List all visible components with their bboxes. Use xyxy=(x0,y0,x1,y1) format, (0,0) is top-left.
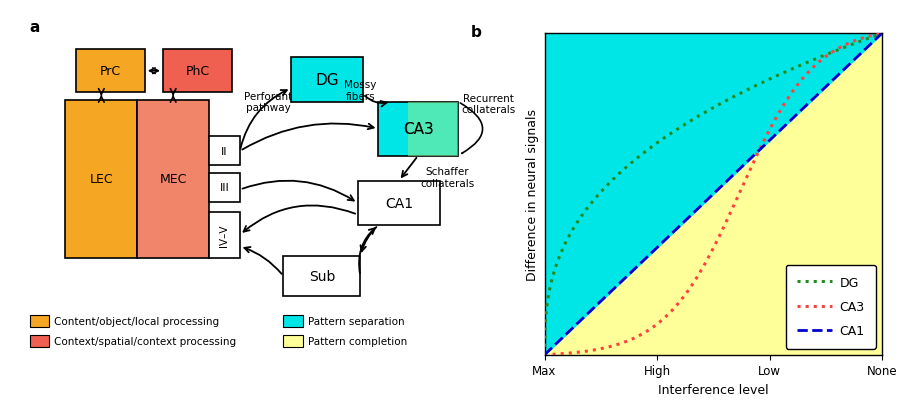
DG xyxy=(815,55,826,60)
Text: Schaffer
collaterals: Schaffer collaterals xyxy=(420,167,474,188)
CA3 xyxy=(539,352,550,357)
Bar xyxy=(408,102,458,156)
Text: CA3: CA3 xyxy=(402,122,434,137)
DG xyxy=(740,89,751,94)
Text: Sub: Sub xyxy=(309,269,335,284)
Bar xyxy=(137,100,209,258)
Legend: DG, CA3, CA1: DG, CA3, CA1 xyxy=(786,265,876,348)
DG xyxy=(701,109,712,114)
Bar xyxy=(358,181,440,225)
CA1 xyxy=(701,198,712,203)
Text: II: II xyxy=(221,146,228,156)
Text: Context/spatial/context processing: Context/spatial/context processing xyxy=(54,336,237,346)
Text: CA1: CA1 xyxy=(385,196,413,211)
Bar xyxy=(30,335,49,348)
Text: Pattern completion: Pattern completion xyxy=(308,336,408,346)
CA3 xyxy=(740,178,751,183)
Bar xyxy=(163,51,232,93)
Bar xyxy=(378,102,458,156)
Y-axis label: Difference in neural signals: Difference in neural signals xyxy=(526,109,539,280)
Text: MEC: MEC xyxy=(159,173,187,186)
Bar xyxy=(292,58,363,102)
CA3 xyxy=(868,33,879,38)
Text: Content/object/local processing: Content/object/local processing xyxy=(54,316,220,326)
CA3 xyxy=(815,59,826,63)
Text: IV–V: IV–V xyxy=(220,224,230,246)
Text: LEC: LEC xyxy=(89,173,113,186)
DG xyxy=(877,32,887,36)
CA1 xyxy=(722,179,733,184)
FancyArrowPatch shape xyxy=(460,104,482,154)
CA3 xyxy=(699,262,710,267)
Text: DG: DG xyxy=(315,73,339,88)
Text: III: III xyxy=(220,183,230,193)
Bar xyxy=(284,315,303,328)
Text: b: b xyxy=(470,24,482,39)
X-axis label: Interference level: Interference level xyxy=(658,383,769,396)
Bar xyxy=(209,137,239,166)
Bar xyxy=(76,51,145,93)
CA1 xyxy=(815,89,826,94)
CA1 xyxy=(699,200,710,205)
CA1 xyxy=(877,32,887,36)
DG xyxy=(868,34,879,39)
CA1 xyxy=(868,39,879,44)
CA1 xyxy=(539,352,550,357)
Line: DG: DG xyxy=(544,34,882,355)
Text: a: a xyxy=(30,20,40,34)
CA1 xyxy=(740,162,751,166)
CA3 xyxy=(877,32,887,36)
CA3 xyxy=(722,218,733,223)
DG xyxy=(699,111,710,115)
Text: Perforant
pathway: Perforant pathway xyxy=(244,91,292,113)
Bar xyxy=(209,212,239,258)
Text: PrC: PrC xyxy=(100,65,121,78)
DG xyxy=(722,99,733,103)
CA3 xyxy=(701,258,712,263)
Line: CA3: CA3 xyxy=(544,34,882,355)
Line: CA1: CA1 xyxy=(544,34,882,355)
DG xyxy=(539,352,550,357)
Text: Recurrent
collaterals: Recurrent collaterals xyxy=(462,93,516,115)
Text: Mossy
fibers: Mossy fibers xyxy=(344,80,376,101)
Bar xyxy=(284,335,303,348)
Text: Pattern separation: Pattern separation xyxy=(308,316,405,326)
Bar xyxy=(30,315,49,328)
Text: CA3: CA3 xyxy=(402,122,434,137)
Bar xyxy=(284,256,360,297)
Text: PhC: PhC xyxy=(185,65,210,78)
Bar xyxy=(209,174,239,203)
Bar xyxy=(66,100,137,258)
